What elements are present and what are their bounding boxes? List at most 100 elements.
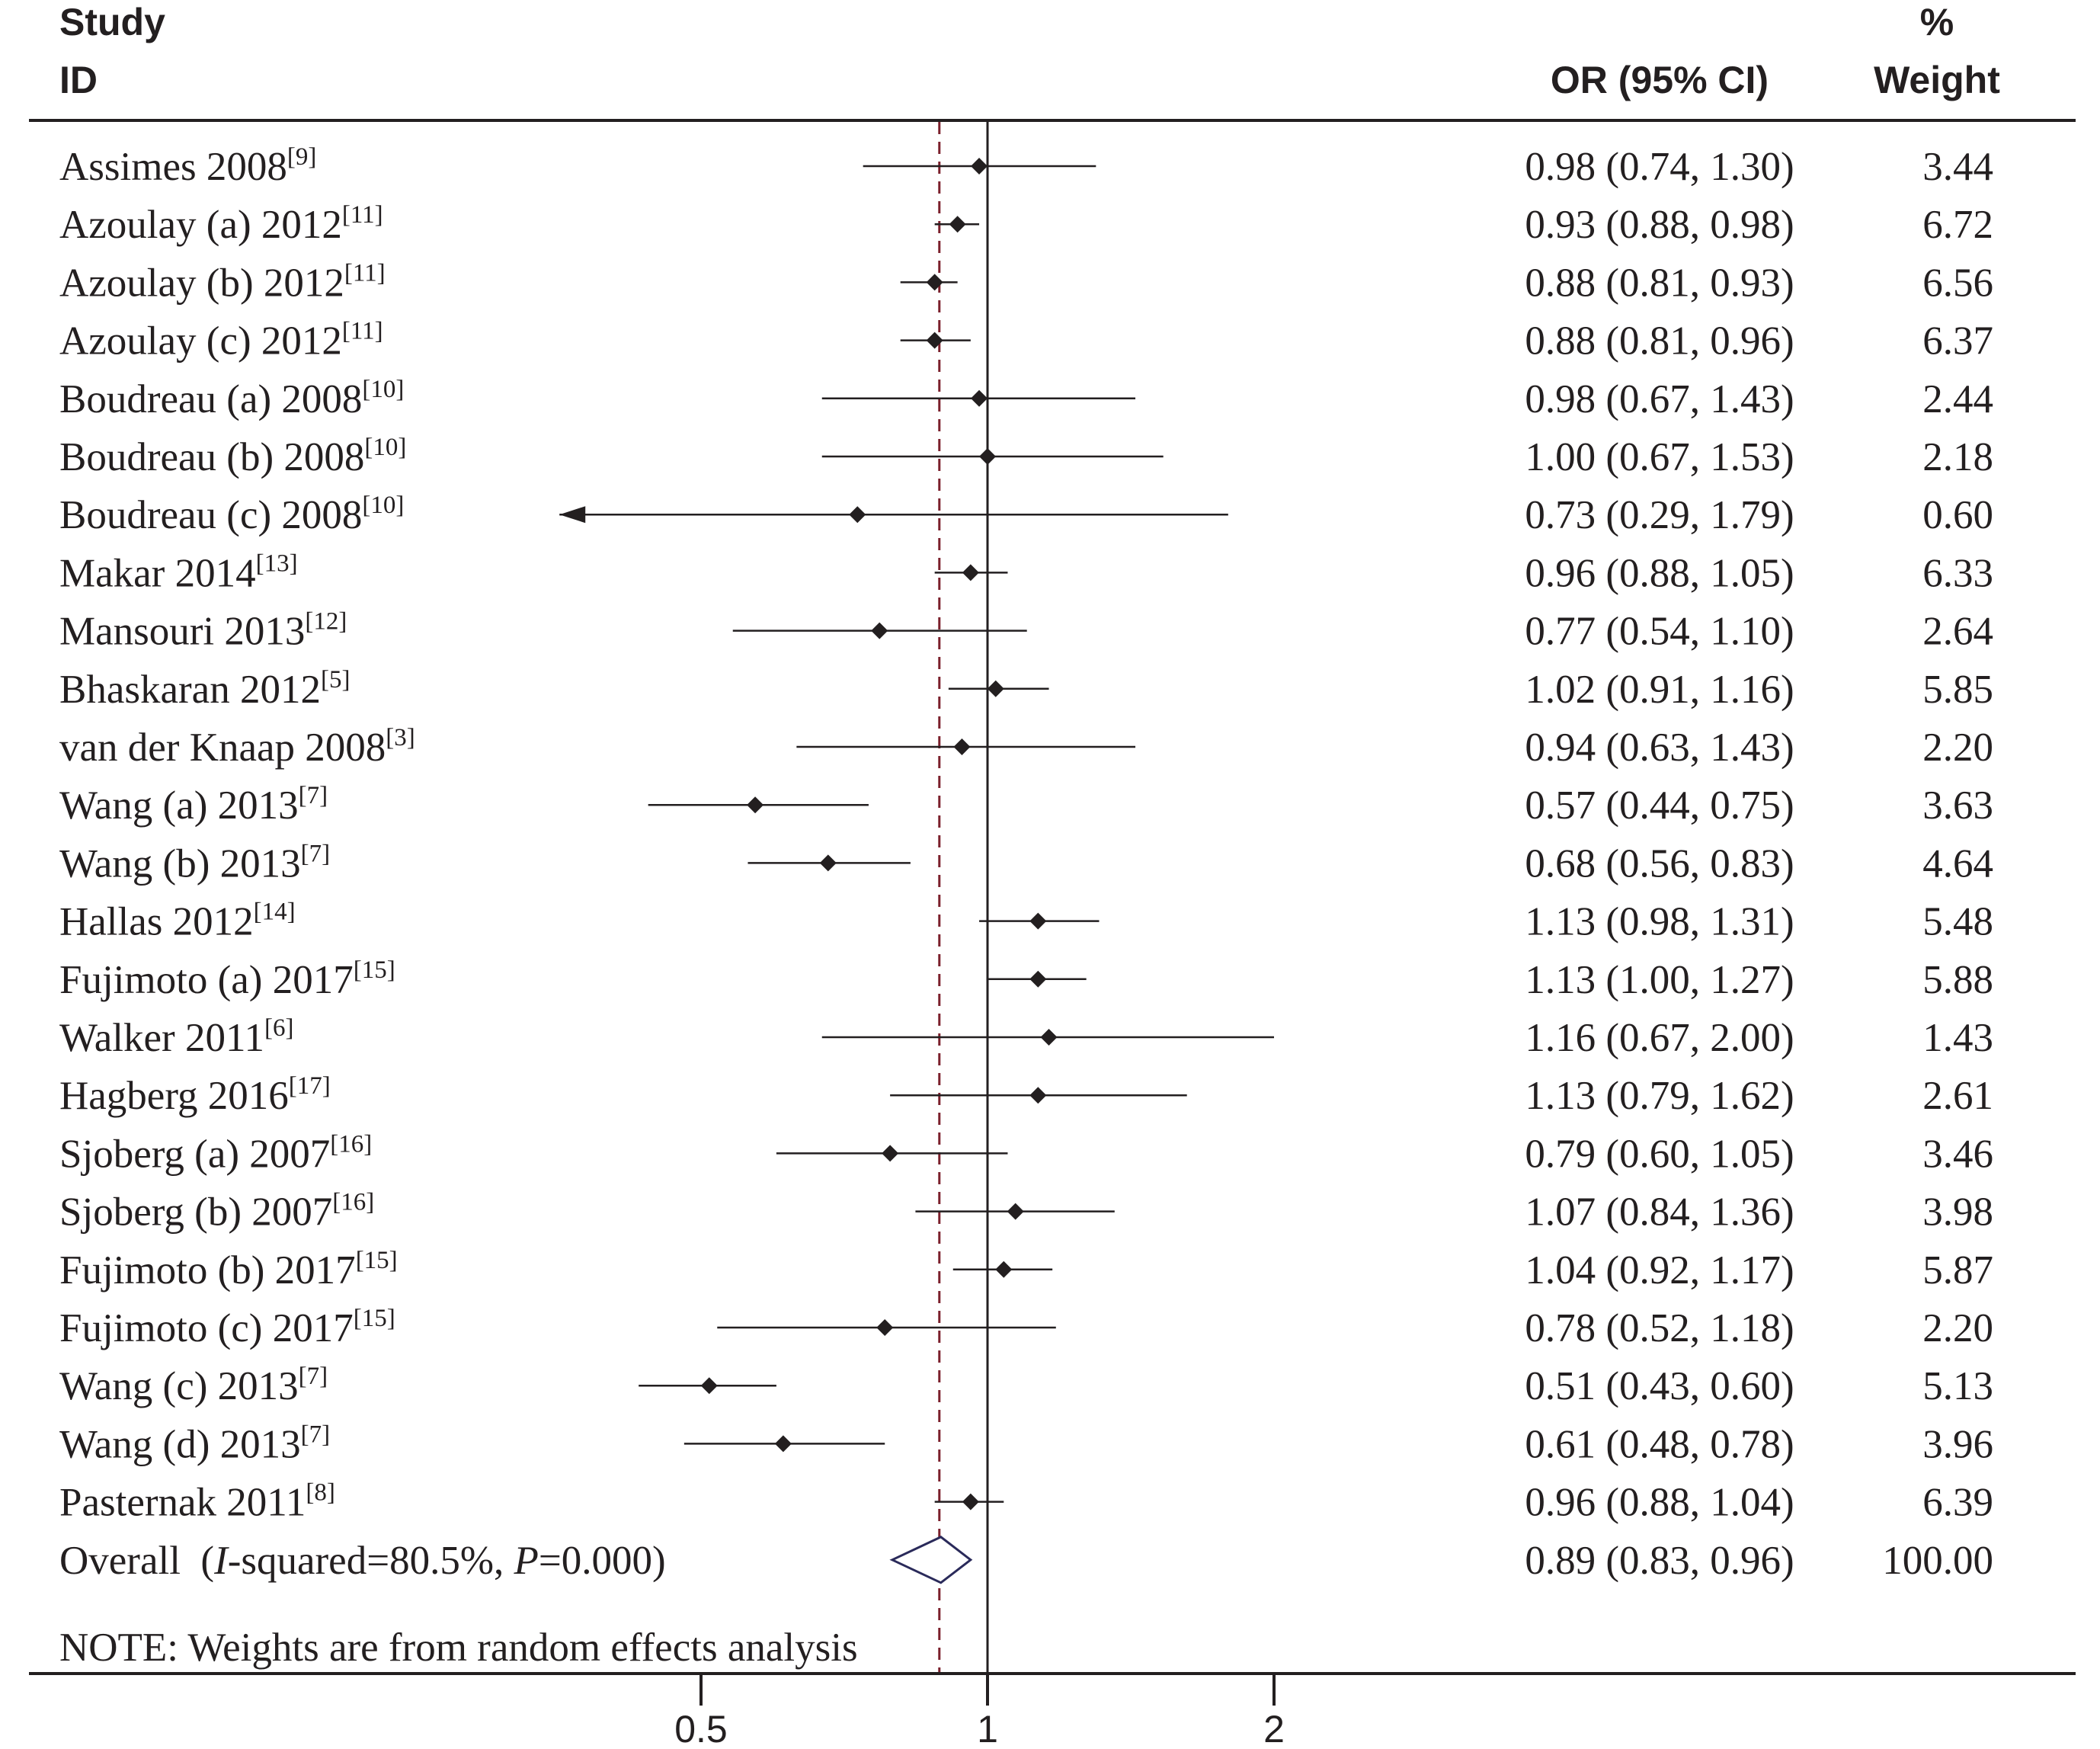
study-reference: [15] <box>354 956 395 984</box>
point-estimate <box>979 448 996 465</box>
point-estimate <box>1029 970 1047 988</box>
table-header: Study ID OR (95% CI) % Weight <box>29 1 2076 122</box>
point-estimate <box>1040 1029 1058 1046</box>
study-weight: 3.63 <box>1922 783 1993 828</box>
study-label: Pasternak 2011[8] <box>59 1479 335 1525</box>
point-estimate <box>1029 1087 1047 1104</box>
study-or-ci: 1.00 (0.67, 1.53) <box>1525 435 1794 479</box>
study-name: Walker 2011 <box>59 1016 264 1060</box>
study-reference: [14] <box>254 899 296 926</box>
point-estimate <box>987 680 1004 697</box>
overall-label: Overall (I-squared=80.5%, P=0.000) <box>59 1539 666 1583</box>
study-reference: [10] <box>364 434 406 461</box>
overall-i-squared: -squared=80.5%, <box>228 1539 514 1583</box>
study-weight: 3.98 <box>1922 1190 1993 1235</box>
study-name: Wang (a) 2013 <box>59 783 299 828</box>
point-estimate <box>962 1493 979 1510</box>
study-or-ci: 0.78 (0.52, 1.18) <box>1525 1306 1794 1350</box>
study-weight: 2.61 <box>1922 1074 1993 1118</box>
study-name: Mansouri 2013 <box>59 610 305 654</box>
study-or-ci: 0.68 (0.56, 0.83) <box>1525 841 1794 886</box>
study-label: Azoulay (a) 2012[11] <box>59 201 383 247</box>
study-reference: [3] <box>386 724 415 751</box>
plot-marks <box>559 122 1274 1674</box>
study-weight: 0.60 <box>1922 493 1993 537</box>
study-name: Hagberg 2016 <box>59 1074 289 1118</box>
study-weight: 3.44 <box>1922 145 1993 189</box>
point-estimate <box>882 1145 899 1162</box>
study-reference: [10] <box>362 492 404 519</box>
study-or-ci: 1.13 (0.98, 1.31) <box>1525 900 1794 944</box>
point-estimate <box>700 1377 718 1395</box>
study-label: Wang (d) 2013[7] <box>59 1421 330 1466</box>
point-estimate <box>871 622 888 639</box>
study-label: Hagberg 2016[17] <box>59 1072 331 1118</box>
point-estimate <box>926 274 943 291</box>
study-or-ci: 0.96 (0.88, 1.04) <box>1525 1481 1794 1525</box>
study-or-ci: 1.16 (0.67, 2.00) <box>1525 1016 1794 1060</box>
study-label: Sjoberg (a) 2007[16] <box>59 1130 372 1176</box>
study-weight: 2.18 <box>1922 435 1993 479</box>
study-or-ci: 0.57 (0.44, 0.75) <box>1525 783 1794 828</box>
point-estimate <box>962 564 979 581</box>
study-reference: [11] <box>344 259 386 287</box>
weights-note: NOTE: Weights are from random effects an… <box>59 1626 858 1670</box>
header-or-ci: OR (95% CI) <box>1551 59 1769 101</box>
study-or-ci: 0.88 (0.81, 0.93) <box>1525 261 1794 305</box>
study-or-ci: 1.13 (0.79, 1.62) <box>1525 1074 1794 1118</box>
study-reference: [8] <box>306 1479 335 1507</box>
study-name: Bhaskaran 2012 <box>59 668 321 712</box>
point-estimate <box>747 796 764 814</box>
study-reference: [7] <box>299 782 328 809</box>
study-or-ci: 1.13 (1.00, 1.27) <box>1525 958 1794 1002</box>
study-label: Wang (b) 2013[7] <box>59 840 330 886</box>
study-name: Boudreau (c) 2008 <box>59 493 362 537</box>
overall-weight: 100.00 <box>1882 1539 1993 1583</box>
study-or-ci: 0.73 (0.29, 1.79) <box>1525 493 1794 537</box>
study-reference: [16] <box>330 1130 372 1158</box>
study-label: Fujimoto (b) 2017[15] <box>59 1247 398 1293</box>
study-or-ci: 1.04 (0.92, 1.17) <box>1525 1248 1794 1293</box>
study-or-ci: 0.77 (0.54, 1.10) <box>1525 610 1794 654</box>
study-label: Walker 2011[6] <box>59 1014 293 1060</box>
study-reference: [11] <box>342 318 383 345</box>
study-weight: 2.20 <box>1922 1306 1993 1350</box>
header-id: ID <box>59 59 98 101</box>
study-weight: 5.85 <box>1922 668 1993 712</box>
study-weight: 3.46 <box>1922 1132 1993 1176</box>
point-estimate <box>819 854 837 872</box>
study-weight: 5.13 <box>1922 1364 1993 1408</box>
point-estimate <box>971 389 988 407</box>
overall-prefix: Overall ( <box>59 1539 214 1583</box>
study-name: Azoulay (a) 2012 <box>59 203 342 247</box>
study-name: Wang (c) 2013 <box>59 1364 299 1408</box>
study-or-ci: 0.61 (0.48, 0.78) <box>1525 1422 1794 1466</box>
study-weight: 6.56 <box>1922 261 1993 305</box>
point-estimate <box>971 158 988 175</box>
study-name: Boudreau (b) 2008 <box>59 435 364 479</box>
study-name: Hallas 2012 <box>59 900 254 944</box>
study-rows: Assimes 2008[9] 0.98 (0.74, 1.30) 3.44 Azou… <box>59 143 1993 1670</box>
study-reference: [7] <box>301 840 330 867</box>
study-name: Boudreau (a) 2008 <box>59 377 362 421</box>
study-weight: 2.20 <box>1922 726 1993 770</box>
study-or-ci: 1.02 (0.91, 1.16) <box>1525 668 1794 712</box>
study-name: Wang (b) 2013 <box>59 841 301 886</box>
header-study: Study <box>59 1 165 43</box>
overall-or-ci: 0.89 (0.83, 0.96) <box>1525 1539 1794 1583</box>
ci-arrow-left <box>559 506 586 524</box>
overall-p-value: =0.000) <box>539 1539 666 1583</box>
study-weight: 6.72 <box>1922 203 1993 247</box>
point-estimate <box>849 506 866 524</box>
study-weight: 1.43 <box>1922 1016 1993 1060</box>
study-weight: 4.64 <box>1922 841 1993 886</box>
study-label: van der Knaap 2008[3] <box>59 724 415 770</box>
study-name: Fujimoto (a) 2017 <box>59 958 354 1002</box>
study-or-ci: 0.93 (0.88, 0.98) <box>1525 203 1794 247</box>
study-label: Fujimoto (a) 2017[15] <box>59 956 395 1002</box>
x-axis: 0.5 1 2 <box>29 1672 2076 1749</box>
study-or-ci: 0.79 (0.60, 1.05) <box>1525 1132 1794 1176</box>
study-name: Azoulay (c) 2012 <box>59 319 342 364</box>
study-weight: 6.33 <box>1922 551 1993 595</box>
